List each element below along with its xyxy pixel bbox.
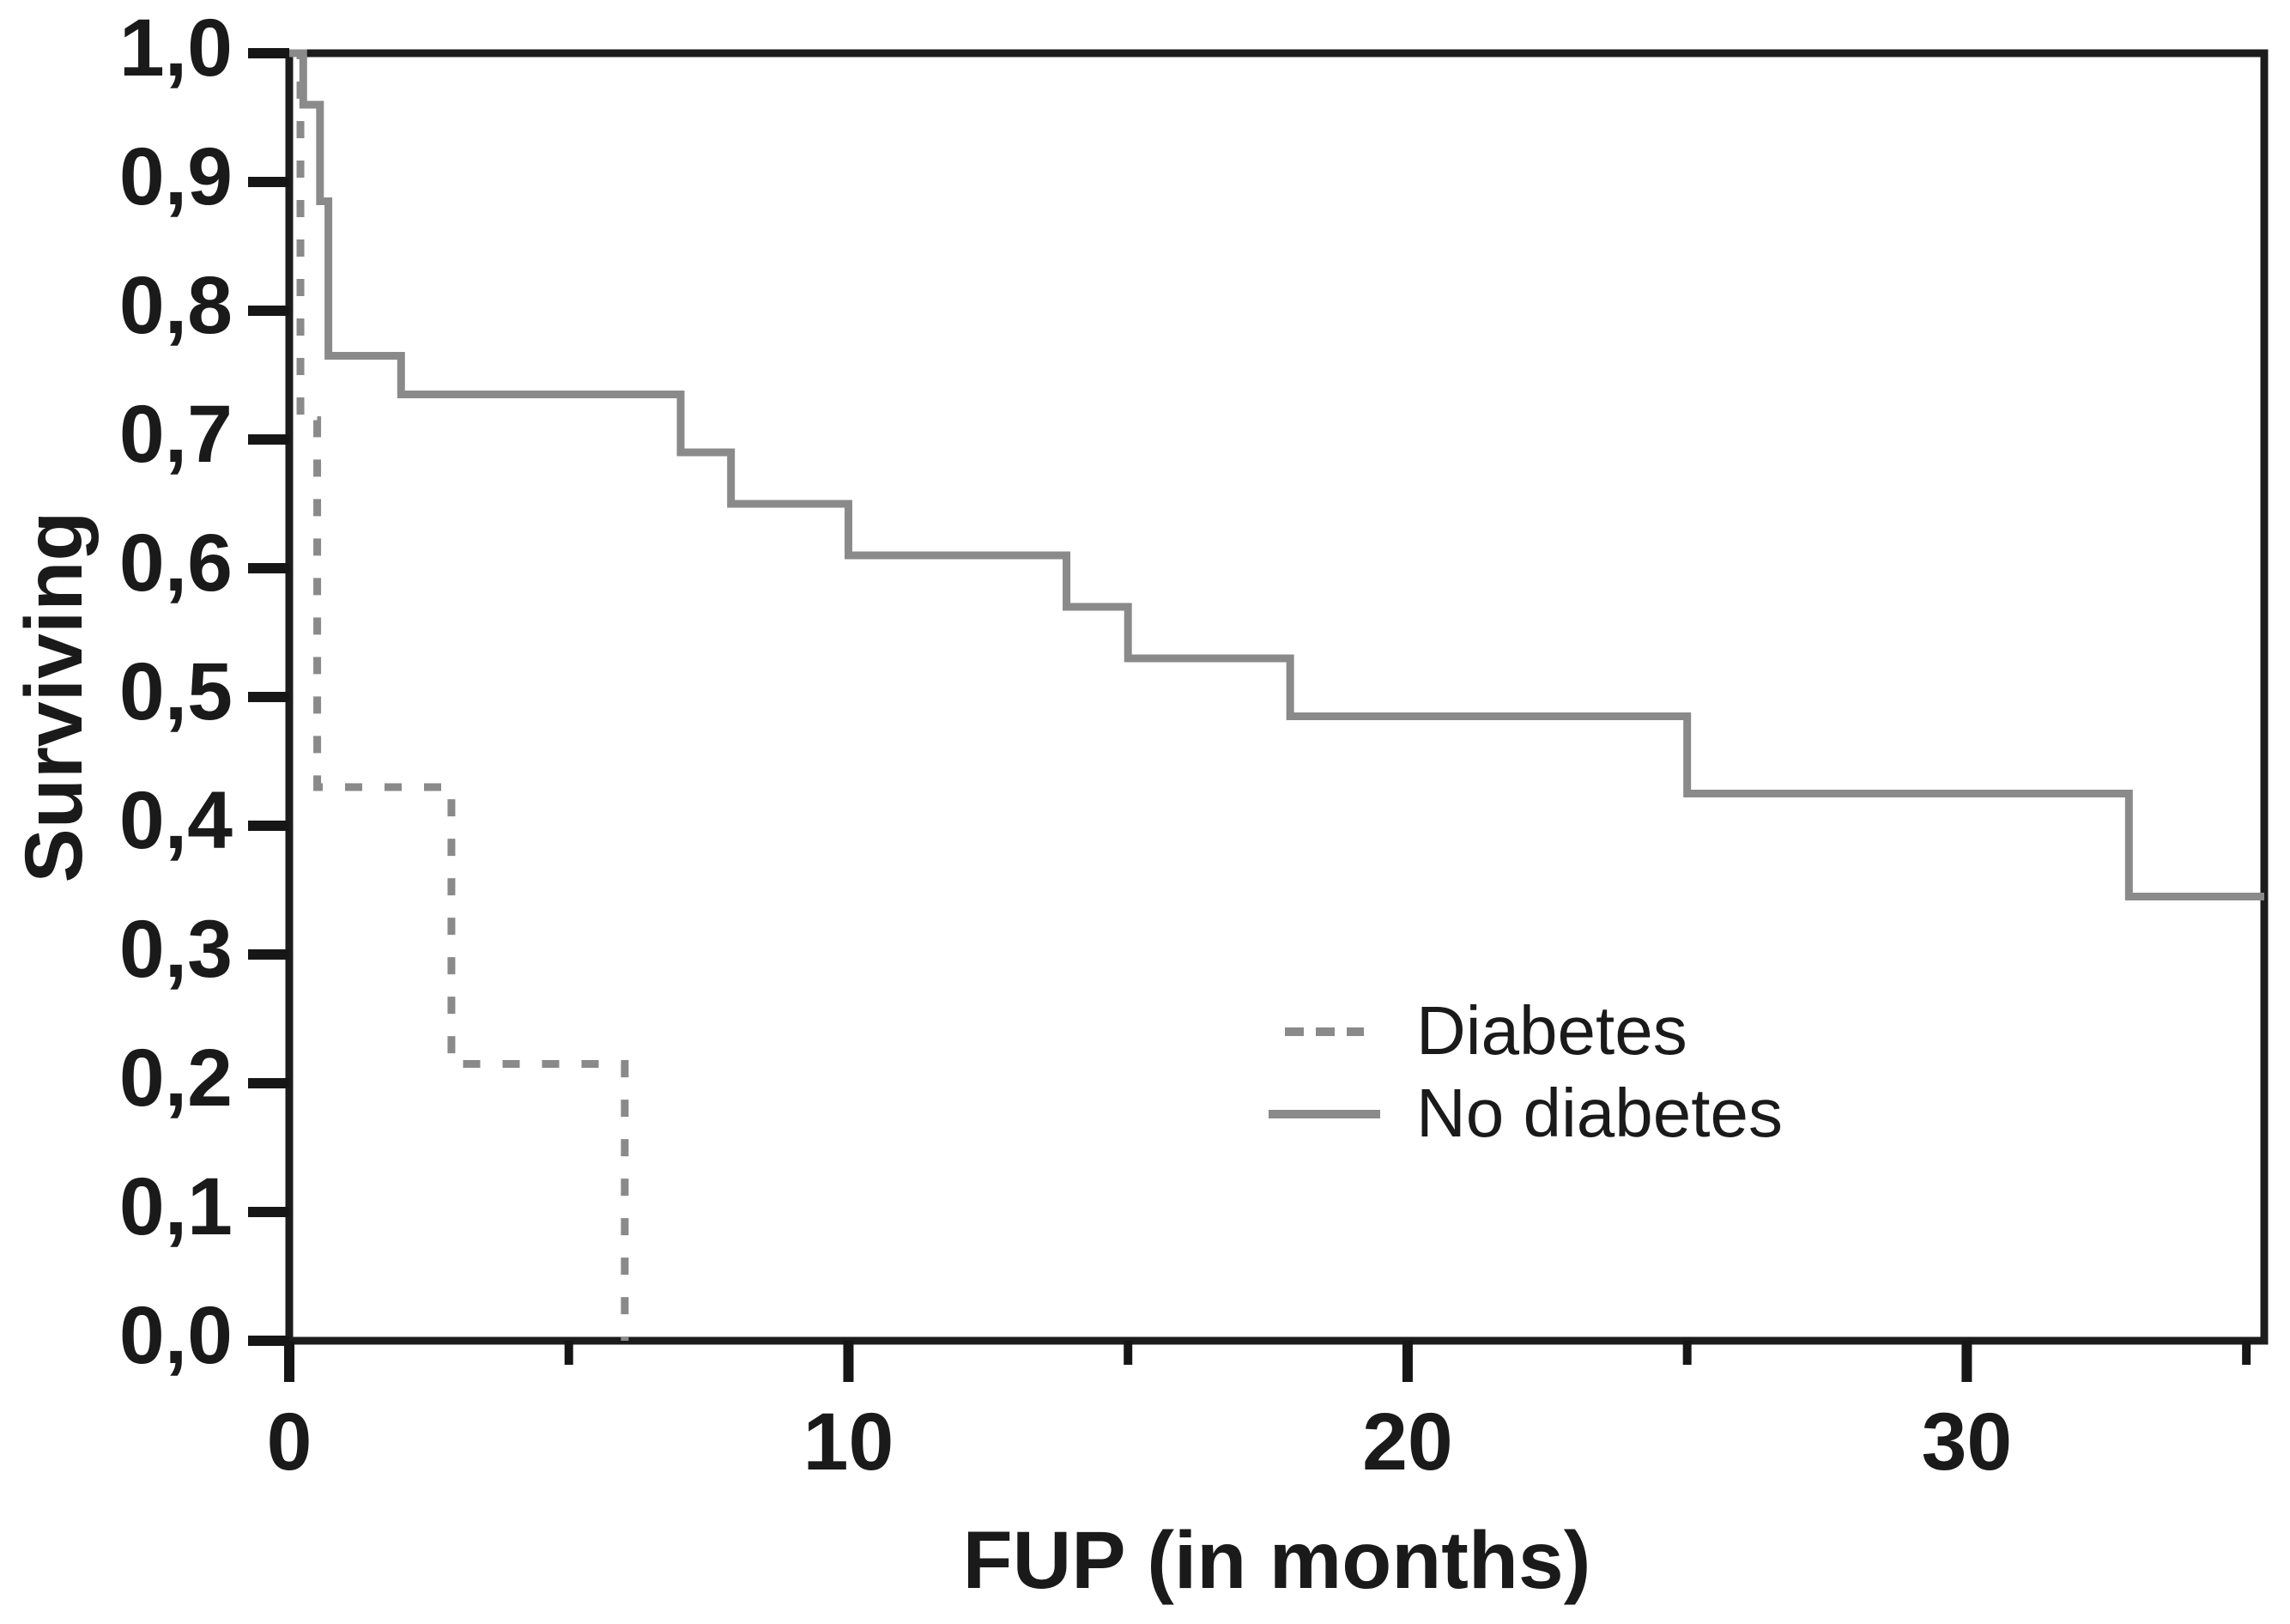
y-axis-tick-label: 0,4 — [119, 775, 233, 866]
series-curve-no-diabetes — [289, 49, 2264, 900]
x-axis-tick-label: 10 — [803, 1397, 894, 1488]
x-axis-tick-label: 20 — [1362, 1397, 1453, 1488]
x-axis-title: FUP (in months) — [963, 1515, 1591, 1606]
y-axis-tick-label: 0,0 — [119, 1290, 233, 1381]
y-axis-tick-label: 0,3 — [119, 904, 233, 995]
y-axis-title: Surviving — [9, 512, 100, 883]
y-axis-tick-label: 0,5 — [119, 646, 233, 737]
x-axis-tick-label: 0 — [267, 1397, 312, 1488]
y-axis-tick-label: 0,6 — [119, 518, 233, 609]
legend-label-no-diabetes: No diabetes — [1416, 1075, 1783, 1151]
y-axis-tick-label: 1,0 — [119, 3, 233, 94]
legend-label-diabetes: Diabetes — [1416, 992, 1687, 1069]
plot-frame — [285, 49, 2269, 1345]
series-curve-diabetes — [289, 49, 629, 1341]
y-axis-tick-label: 0,7 — [119, 389, 233, 480]
y-axis-tick-label: 0,9 — [119, 131, 233, 222]
x-axis-tick-label: 30 — [1922, 1397, 2013, 1488]
y-axis-tick-label: 0,2 — [119, 1033, 233, 1124]
y-axis-tick-label: 0,1 — [119, 1161, 233, 1252]
y-axis-tick-label: 0,8 — [119, 260, 233, 351]
